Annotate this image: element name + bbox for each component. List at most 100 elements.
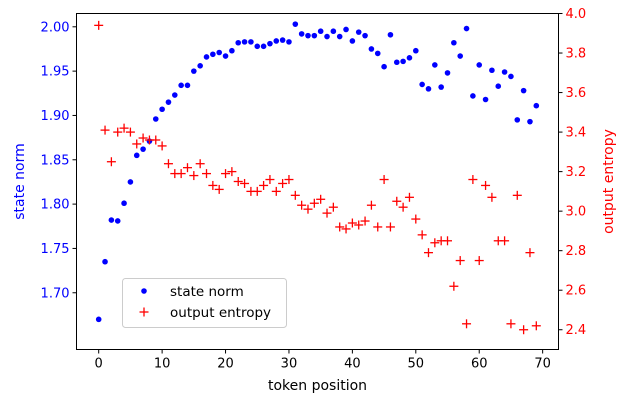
state-norm-point [425,86,432,92]
state-norm-point [197,63,203,69]
output-entropy-point [512,190,522,200]
state-norm-point [210,51,216,58]
state-norm-point [191,68,197,74]
points-layer [94,20,541,335]
state-norm-point [305,32,311,39]
state-norm-point [336,33,343,40]
output-entropy-point [100,125,110,135]
state-norm-point [393,59,400,66]
output-entropy-point [138,133,148,143]
output-entropy-point [531,321,541,331]
y-tick-label-left: 2.00 [41,20,70,35]
legend-marker-output-entropy [139,307,149,317]
state-norm-point [432,62,438,68]
output-entropy-point [455,256,465,266]
output-entropy-point [341,224,351,234]
state-norm-point [457,53,463,59]
output-entropy-point [214,184,224,194]
output-entropy-point [468,175,478,185]
output-entropy-point [106,157,116,167]
output-entropy-point [328,202,338,212]
y-tick-label-left: 1.75 [41,242,70,257]
legend-label-state-norm: state norm [170,284,244,300]
x-tick-label: 60 [471,357,488,372]
output-entropy-point [163,159,173,169]
x-tick-label: 30 [281,357,298,372]
state-norm-point [362,32,368,39]
y-axis-label-left: state norm [12,143,28,220]
output-entropy-point [132,139,142,149]
output-entropy-point [481,180,491,190]
y-tick-label-left: 1.80 [41,198,70,213]
output-entropy-point [525,248,535,258]
output-entropy-point [290,190,300,200]
state-norm-point [495,83,502,89]
output-entropy-point [303,204,313,214]
state-norm-point [527,118,533,125]
state-norm-point [102,258,108,265]
state-norm-point [482,96,489,103]
state-norm-point [330,28,337,35]
output-entropy-point [265,175,275,185]
state-norm-point [533,102,540,109]
state-norm-point [355,29,362,35]
state-norm-point [387,31,394,38]
legend-marker-state-norm [141,288,147,294]
output-entropy-point [227,167,237,177]
state-norm-point [229,47,235,54]
y-tick-label-right: 3.8 [566,47,587,62]
output-entropy-point [208,180,218,190]
state-norm-point [438,84,444,90]
state-norm-point [368,46,375,52]
output-entropy-point [474,256,484,266]
output-entropy-point [157,141,167,151]
y-tick-label-right: 4.0 [566,7,587,22]
output-entropy-point [176,169,186,179]
output-entropy-point [113,127,123,137]
x-tick-label: 20 [217,357,234,372]
state-norm-point [260,43,267,50]
output-entropy-point [335,222,345,232]
state-norm-point [152,116,159,122]
state-norm-point [127,179,134,185]
output-entropy-point [189,171,199,181]
y-tick-label-left: 1.85 [41,153,70,168]
output-entropy-point [125,127,135,137]
x-tick-label: 70 [534,357,551,372]
state-norm-point [324,33,330,40]
state-norm-point [235,39,242,46]
state-norm-point [248,39,254,45]
y-tick-label-right: 3.4 [566,126,587,141]
state-norm-point [133,152,140,159]
state-norm-point [444,70,451,76]
state-norm-point [216,49,222,56]
output-entropy-point [309,198,319,208]
state-norm-point [121,200,127,207]
state-norm-point [451,39,457,46]
state-norm-point [184,82,191,89]
output-entropy-point [316,194,326,204]
state-norm-point [178,82,184,89]
output-entropy-point [519,325,529,335]
output-entropy-point [259,180,269,190]
output-entropy-point [354,220,364,230]
output-entropy-point [202,169,212,179]
state-norm-point [374,50,381,57]
output-entropy-point [417,230,427,240]
state-norm-point [413,47,419,54]
output-entropy-point [379,175,389,185]
output-entropy-point [221,169,231,179]
state-norm-point [292,21,299,27]
output-entropy-point [366,200,376,210]
y-tick-label-left: 1.95 [41,65,70,80]
x-axis-label: token position [268,378,367,394]
state-norm-point [489,67,495,74]
ticks-layer: 0 10 20 30 40 50 60 70 1.70 1.75 1.80 1.85 1.90 1.95 2… [41,7,587,372]
state-norm-point [476,62,483,68]
x-tick-label: 10 [154,357,171,372]
output-entropy-point [404,192,414,202]
output-entropy-point [151,135,161,145]
output-entropy-point [462,319,472,329]
state-norm-point [165,99,172,105]
